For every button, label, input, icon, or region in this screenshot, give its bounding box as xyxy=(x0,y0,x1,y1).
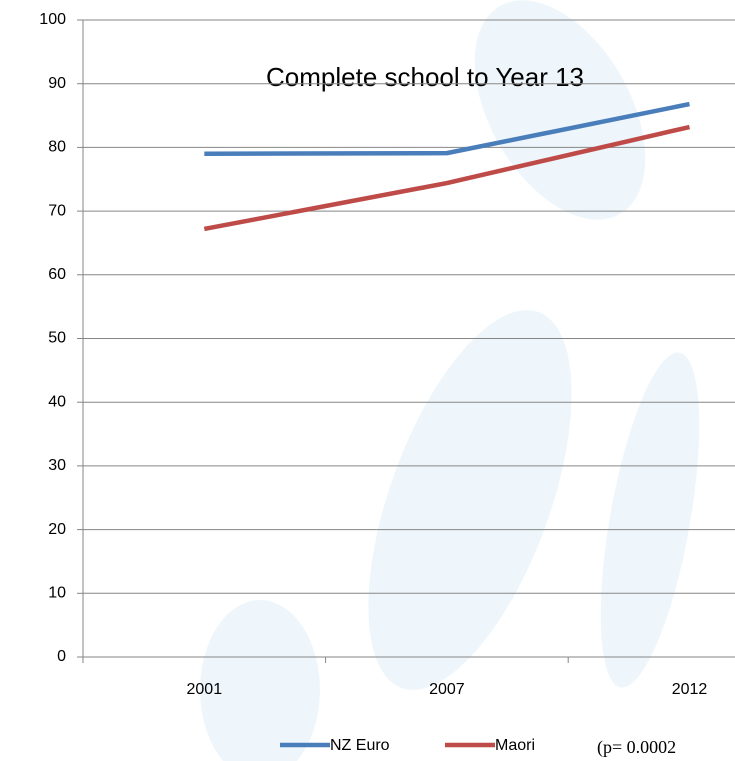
x-tick-label: 2001 xyxy=(187,681,223,698)
y-tick-label: 50 xyxy=(48,330,66,347)
legend-label: Maori xyxy=(495,737,535,754)
chart-title: Complete school to Year 13 xyxy=(266,62,584,92)
y-tick-label: 30 xyxy=(48,457,66,474)
x-tick-label: 2007 xyxy=(429,681,465,698)
y-tick-label: 20 xyxy=(48,521,66,538)
legend-label: NZ Euro xyxy=(330,737,390,754)
y-tick-label: 60 xyxy=(48,266,66,283)
y-tick-label: 90 xyxy=(48,75,66,92)
x-tick-label: 2012 xyxy=(672,681,708,698)
y-tick-label: 40 xyxy=(48,393,66,410)
data-line xyxy=(204,101,690,157)
annotation: (p= 0.0002 xyxy=(597,737,676,758)
y-tick-label: 80 xyxy=(48,139,66,156)
y-tick-label: 0 xyxy=(57,648,66,665)
y-tick-label: 100 xyxy=(39,11,66,28)
y-tick-label: 70 xyxy=(48,202,66,219)
data-line xyxy=(203,124,691,232)
y-tick-label: 10 xyxy=(48,585,66,602)
